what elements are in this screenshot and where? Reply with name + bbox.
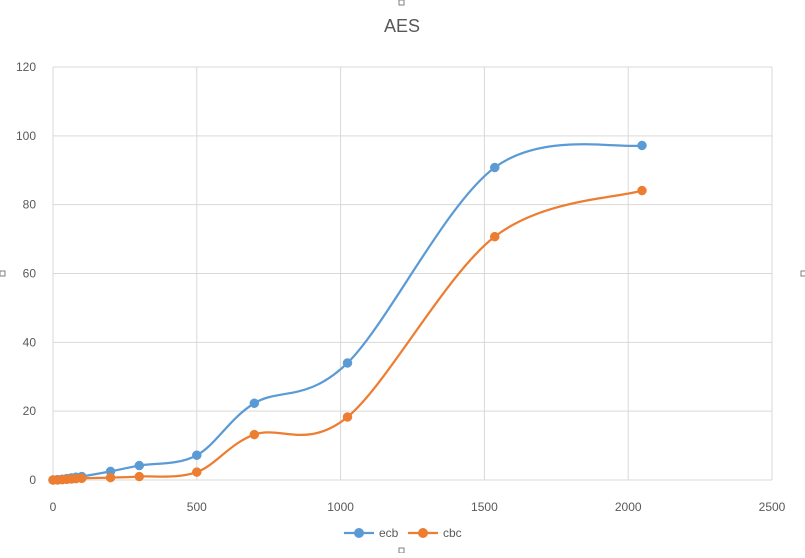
data-point-cbc [192,467,202,477]
gridlines [52,66,773,481]
handle-left[interactable] [0,270,6,277]
data-point-ecb [342,358,353,368]
y-tick-label: 80 [23,198,37,212]
legend-item-ecb: ecb [344,526,399,540]
data-point-cbc [249,429,260,440]
y-tick-label: 60 [23,267,37,281]
series-cbc [48,185,647,485]
x-tick-label: 500 [187,500,207,514]
chart-title: AES [384,16,420,36]
data-point-ecb [192,450,202,460]
data-point-ecb [637,140,647,151]
handle-bottom[interactable] [398,547,405,554]
data-point-cbc [105,472,116,483]
legend-label-ecb: ecb [379,526,399,540]
data-point-cbc [342,412,353,422]
legend-label-cbc: cbc [443,526,462,540]
x-tick-label: 1000 [327,500,354,514]
axes: 0 20 40 60 80 100 120 0 500 1000 1500 2000 2500 [16,60,786,514]
x-tick-label: 0 [50,500,57,514]
data-point-ecb [249,398,260,409]
y-tick-label: 100 [16,129,36,143]
x-tick-label: 2500 [759,500,786,514]
legend: ecb cbc [344,526,462,540]
legend-marker-cbc [418,528,428,538]
y-tick-label: 0 [29,473,36,487]
handle-top[interactable] [398,0,405,6]
data-point-cbc [134,471,145,482]
data-point-ecb [134,460,145,471]
x-tick-label: 2000 [615,500,642,514]
data-point-ecb [490,162,500,173]
data-point-cbc [637,185,647,196]
data-point-cbc [490,231,500,242]
y-tick-label: 20 [23,404,37,418]
data-point-cbc [77,473,87,484]
x-tick-label: 1500 [471,500,498,514]
legend-item-cbc: cbc [408,526,462,540]
series-layer [48,140,647,485]
handle-right[interactable] [800,270,805,277]
y-tick-label: 40 [23,335,37,349]
legend-marker-ecb [354,528,364,538]
y-tick-label: 120 [16,60,36,74]
